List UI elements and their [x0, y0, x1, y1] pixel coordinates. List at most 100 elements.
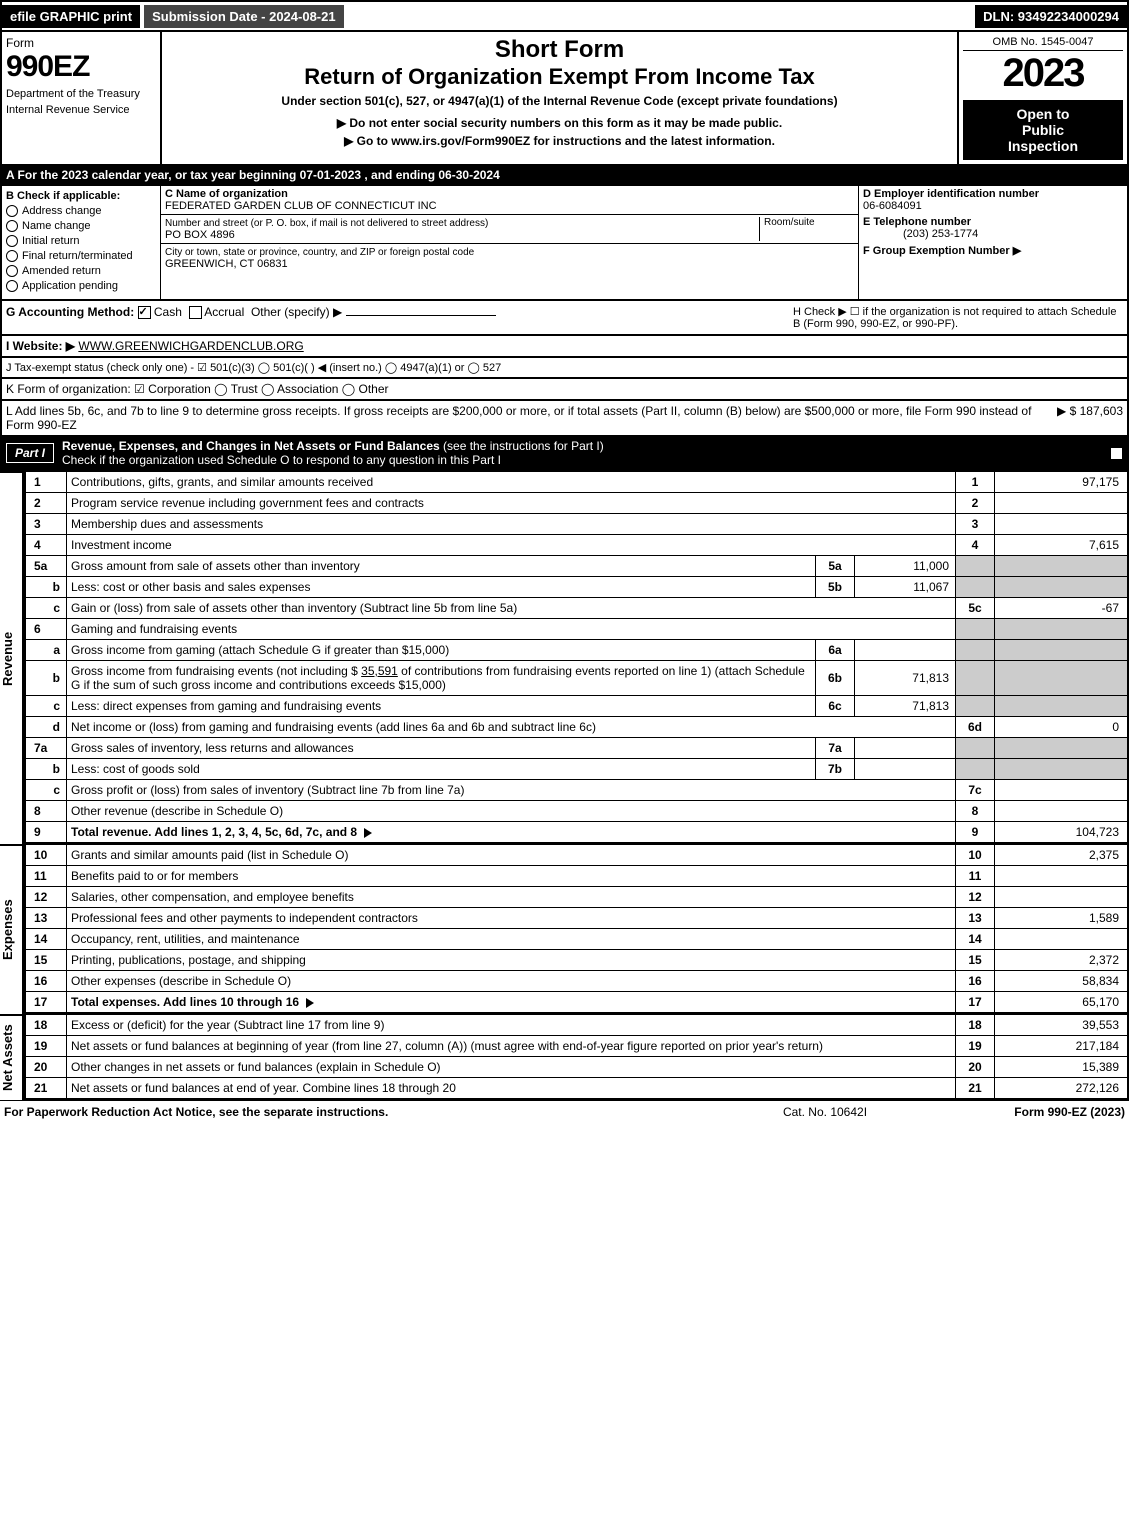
b-item-4: Amended return — [22, 265, 101, 277]
checkbox-initial-return[interactable] — [6, 235, 18, 247]
instructions-link[interactable]: ▶ Go to www.irs.gov/Form990EZ for instru… — [166, 134, 953, 148]
l6d-desc: Net income or (loss) from gaming and fun… — [71, 720, 596, 734]
revenue-section: Revenue 1Contributions, gifts, grants, a… — [0, 471, 1129, 844]
l14-desc: Occupancy, rent, utilities, and maintena… — [71, 932, 300, 946]
top-bar: efile GRAPHIC print Submission Date - 20… — [0, 0, 1129, 32]
title-short-form: Short Form — [166, 36, 953, 64]
website[interactable]: WWW.GREENWICHGARDENCLUB.ORG — [78, 339, 303, 353]
l13-desc: Professional fees and other payments to … — [71, 911, 418, 925]
revenue-table: 1Contributions, gifts, grants, and simil… — [24, 471, 1129, 844]
l5a-desc: Gross amount from sale of assets other t… — [71, 559, 360, 573]
checkbox-address-change[interactable] — [6, 205, 18, 217]
tax-year: 2023 — [963, 51, 1123, 96]
l4-num: 4 — [956, 535, 995, 556]
line-j: J Tax-exempt status (check only one) - ☑… — [0, 358, 1129, 379]
ssn-note: ▶ Do not enter social security numbers o… — [166, 116, 953, 130]
b-item-5: Application pending — [22, 280, 118, 292]
l9-desc: Total revenue. Add lines 1, 2, 3, 4, 5c,… — [71, 825, 357, 839]
f-group-label: F Group Exemption Number ▶ — [863, 245, 1021, 257]
c-name-label: C Name of organization — [165, 188, 288, 200]
l12-val — [995, 887, 1129, 908]
l6b-ml: 6b — [816, 661, 855, 696]
info-grid: B Check if applicable: Address change Na… — [0, 186, 1129, 301]
l7c-desc: Gross profit or (loss) from sales of inv… — [71, 783, 464, 797]
arrow-icon — [364, 828, 372, 838]
public-label: Public — [965, 122, 1121, 138]
footer-center: Cat. No. 10642I — [725, 1105, 925, 1119]
efile-label[interactable]: efile GRAPHIC print — [2, 5, 140, 28]
l-amount: ▶ $ 187,603 — [1049, 404, 1123, 432]
c-street-label: Number and street (or P. O. box, if mail… — [165, 218, 488, 229]
netassets-table: 18Excess or (deficit) for the year (Subt… — [24, 1014, 1129, 1100]
l7a-desc: Gross sales of inventory, less returns a… — [71, 741, 354, 755]
l1-val: 97,175 — [995, 472, 1129, 493]
l7c-val — [995, 780, 1129, 801]
omb: OMB No. 1545-0047 — [963, 36, 1123, 51]
l6a-ml: 6a — [816, 640, 855, 661]
i-label: I Website: ▶ — [6, 339, 75, 353]
l21-desc: Net assets or fund balances at end of ye… — [71, 1081, 456, 1095]
checkbox-application-pending[interactable] — [6, 280, 18, 292]
l6b-amt: 35,591 — [361, 664, 398, 678]
l14-num: 14 — [956, 929, 995, 950]
l13-num: 13 — [956, 908, 995, 929]
l6d-num: 6d — [956, 717, 995, 738]
l5b-ml: 5b — [816, 577, 855, 598]
l5a-ml: 5a — [816, 556, 855, 577]
checkbox-accrual[interactable] — [189, 306, 202, 319]
line-g-h: G Accounting Method: Cash Accrual Other … — [0, 301, 1129, 336]
footer-right: Form 990-EZ (2023) — [925, 1105, 1125, 1119]
phone: (203) 253-1774 — [863, 228, 978, 240]
l15-desc: Printing, publications, postage, and shi… — [71, 953, 306, 967]
line-a: A For the 2023 calendar year, or tax yea… — [0, 166, 1129, 186]
l11-val — [995, 866, 1129, 887]
section-c: C Name of organization FEDERATED GARDEN … — [161, 186, 858, 299]
part-1-note: (see the instructions for Part I) — [443, 439, 604, 453]
header-center: Short Form Return of Organization Exempt… — [162, 32, 957, 164]
l10-val: 2,375 — [995, 845, 1129, 866]
l7b-desc: Less: cost of goods sold — [71, 762, 200, 776]
l5b-desc: Less: cost or other basis and sales expe… — [71, 580, 310, 594]
l16-desc: Other expenses (describe in Schedule O) — [71, 974, 291, 988]
l20-desc: Other changes in net assets or fund bala… — [71, 1060, 441, 1074]
irs: Internal Revenue Service — [6, 104, 156, 116]
l2-desc: Program service revenue including govern… — [71, 496, 424, 510]
l3-val — [995, 514, 1129, 535]
l4-desc: Investment income — [71, 538, 172, 552]
l17-val: 65,170 — [995, 992, 1129, 1014]
form-label: Form — [6, 36, 156, 50]
l10-num: 10 — [956, 845, 995, 866]
l3-desc: Membership dues and assessments — [71, 517, 263, 531]
header-right: OMB No. 1545-0047 2023 Open to Public In… — [957, 32, 1127, 164]
l6-desc: Gaming and fundraising events — [71, 622, 237, 636]
b-item-3: Final return/terminated — [22, 250, 133, 262]
l6a-mv — [855, 640, 956, 661]
checkbox-schedule-o[interactable] — [1110, 447, 1123, 460]
inspection-label: Inspection — [965, 138, 1121, 154]
l11-desc: Benefits paid to or for members — [71, 869, 238, 883]
submission-date: Submission Date - 2024-08-21 — [144, 5, 344, 28]
l5a-mv: 11,000 — [855, 556, 956, 577]
l18-num: 18 — [956, 1015, 995, 1036]
l10-desc: Grants and similar amounts paid (list in… — [71, 848, 348, 862]
l12-desc: Salaries, other compensation, and employ… — [71, 890, 354, 904]
l12-num: 12 — [956, 887, 995, 908]
l1-desc: Contributions, gifts, grants, and simila… — [71, 475, 373, 489]
l17-num: 17 — [956, 992, 995, 1014]
checkbox-name-change[interactable] — [6, 220, 18, 232]
l17-desc: Total expenses. Add lines 10 through 16 — [71, 995, 299, 1009]
l19-val: 217,184 — [995, 1036, 1129, 1057]
l11-num: 11 — [956, 866, 995, 887]
title-main: Return of Organization Exempt From Incom… — [166, 64, 953, 90]
l7a-ml: 7a — [816, 738, 855, 759]
l5b-mv: 11,067 — [855, 577, 956, 598]
l3-num: 3 — [956, 514, 995, 535]
l6c-ml: 6c — [816, 696, 855, 717]
part-1-title: Revenue, Expenses, and Changes in Net As… — [62, 439, 440, 453]
line-i: I Website: ▶ WWW.GREENWICHGARDENCLUB.ORG — [0, 336, 1129, 358]
l6c-desc: Less: direct expenses from gaming and fu… — [71, 699, 381, 713]
checkbox-cash[interactable] — [138, 306, 151, 319]
checkbox-amended-return[interactable] — [6, 265, 18, 277]
checkbox-final-return[interactable] — [6, 250, 18, 262]
section-def: D Employer identification number 06-6084… — [858, 186, 1127, 299]
